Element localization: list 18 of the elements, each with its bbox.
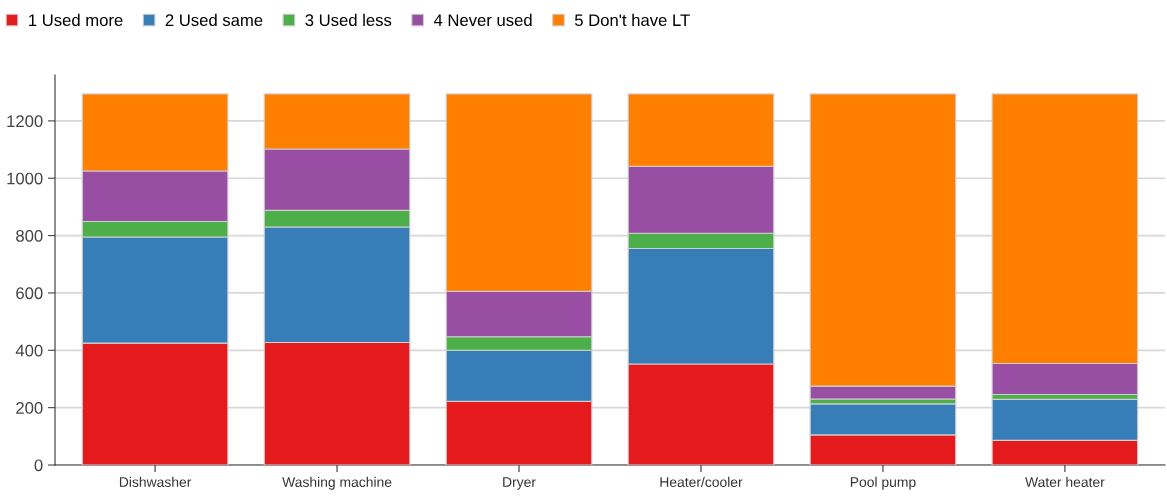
x-tick-label: Dryer bbox=[503, 477, 536, 490]
x-tick-label: Heater/cooler bbox=[660, 476, 743, 488]
x-tick-label: Washing machine bbox=[282, 476, 392, 490]
legend-label: 2 Used same bbox=[165, 13, 263, 27]
y-tick-label: 1200 bbox=[7, 115, 43, 128]
legend-label: 3 Used less bbox=[305, 13, 392, 27]
legend-label: 4 Never used bbox=[433, 13, 532, 27]
x-tick-label: Pool pump bbox=[850, 476, 916, 490]
x-tick-label: Water heater bbox=[1025, 476, 1105, 488]
y-tick-label: 200 bbox=[16, 402, 43, 414]
legend-label: 1 Used more bbox=[29, 13, 123, 27]
y-tick-label: 600 bbox=[16, 287, 43, 300]
y-tick-label: 800 bbox=[16, 229, 43, 242]
legend-label: 5 Don't have LT bbox=[574, 13, 690, 27]
y-tick-label: 400 bbox=[15, 344, 43, 357]
y-tick-label: 1000 bbox=[7, 172, 43, 185]
y-tick-label: 0 bbox=[34, 459, 43, 472]
x-tick-label: Dishwasher bbox=[119, 476, 192, 488]
